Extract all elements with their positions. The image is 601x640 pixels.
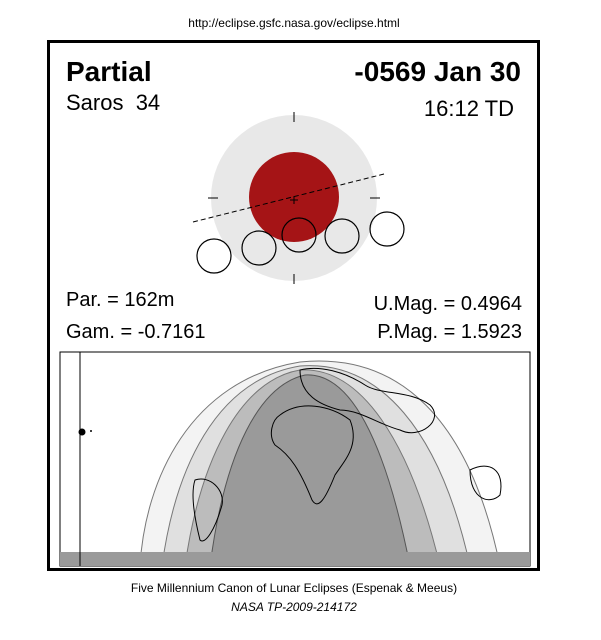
moon-positions [196, 211, 405, 274]
url: http://eclipse.gsfc.nasa.gov/eclipse.htm… [188, 16, 399, 30]
eclipse-date: -0569 Jan 30 [354, 56, 521, 87]
partial-duration: Par. = 162m [66, 289, 174, 311]
penumbral-magnitude: P.Mag. = 1.5923 [377, 321, 522, 343]
visibility-map [59, 351, 531, 567]
eclipse-time: 16:12 TD [424, 96, 514, 121]
eclipse-geometry [192, 112, 405, 284]
umbral-magnitude: U.Mag. = 0.4964 [374, 293, 522, 315]
tick-marks [208, 112, 380, 284]
moon-path [192, 173, 385, 223]
gamma: Gam. = -0.7161 [66, 321, 206, 343]
eclipse-type: Partial [66, 56, 152, 87]
saros: Saros 34 [66, 90, 160, 115]
footer-canon: Five Millennium Canon of Lunar Eclipses … [131, 581, 457, 595]
footer-publication: NASA TP-2009-214172 [231, 600, 357, 614]
